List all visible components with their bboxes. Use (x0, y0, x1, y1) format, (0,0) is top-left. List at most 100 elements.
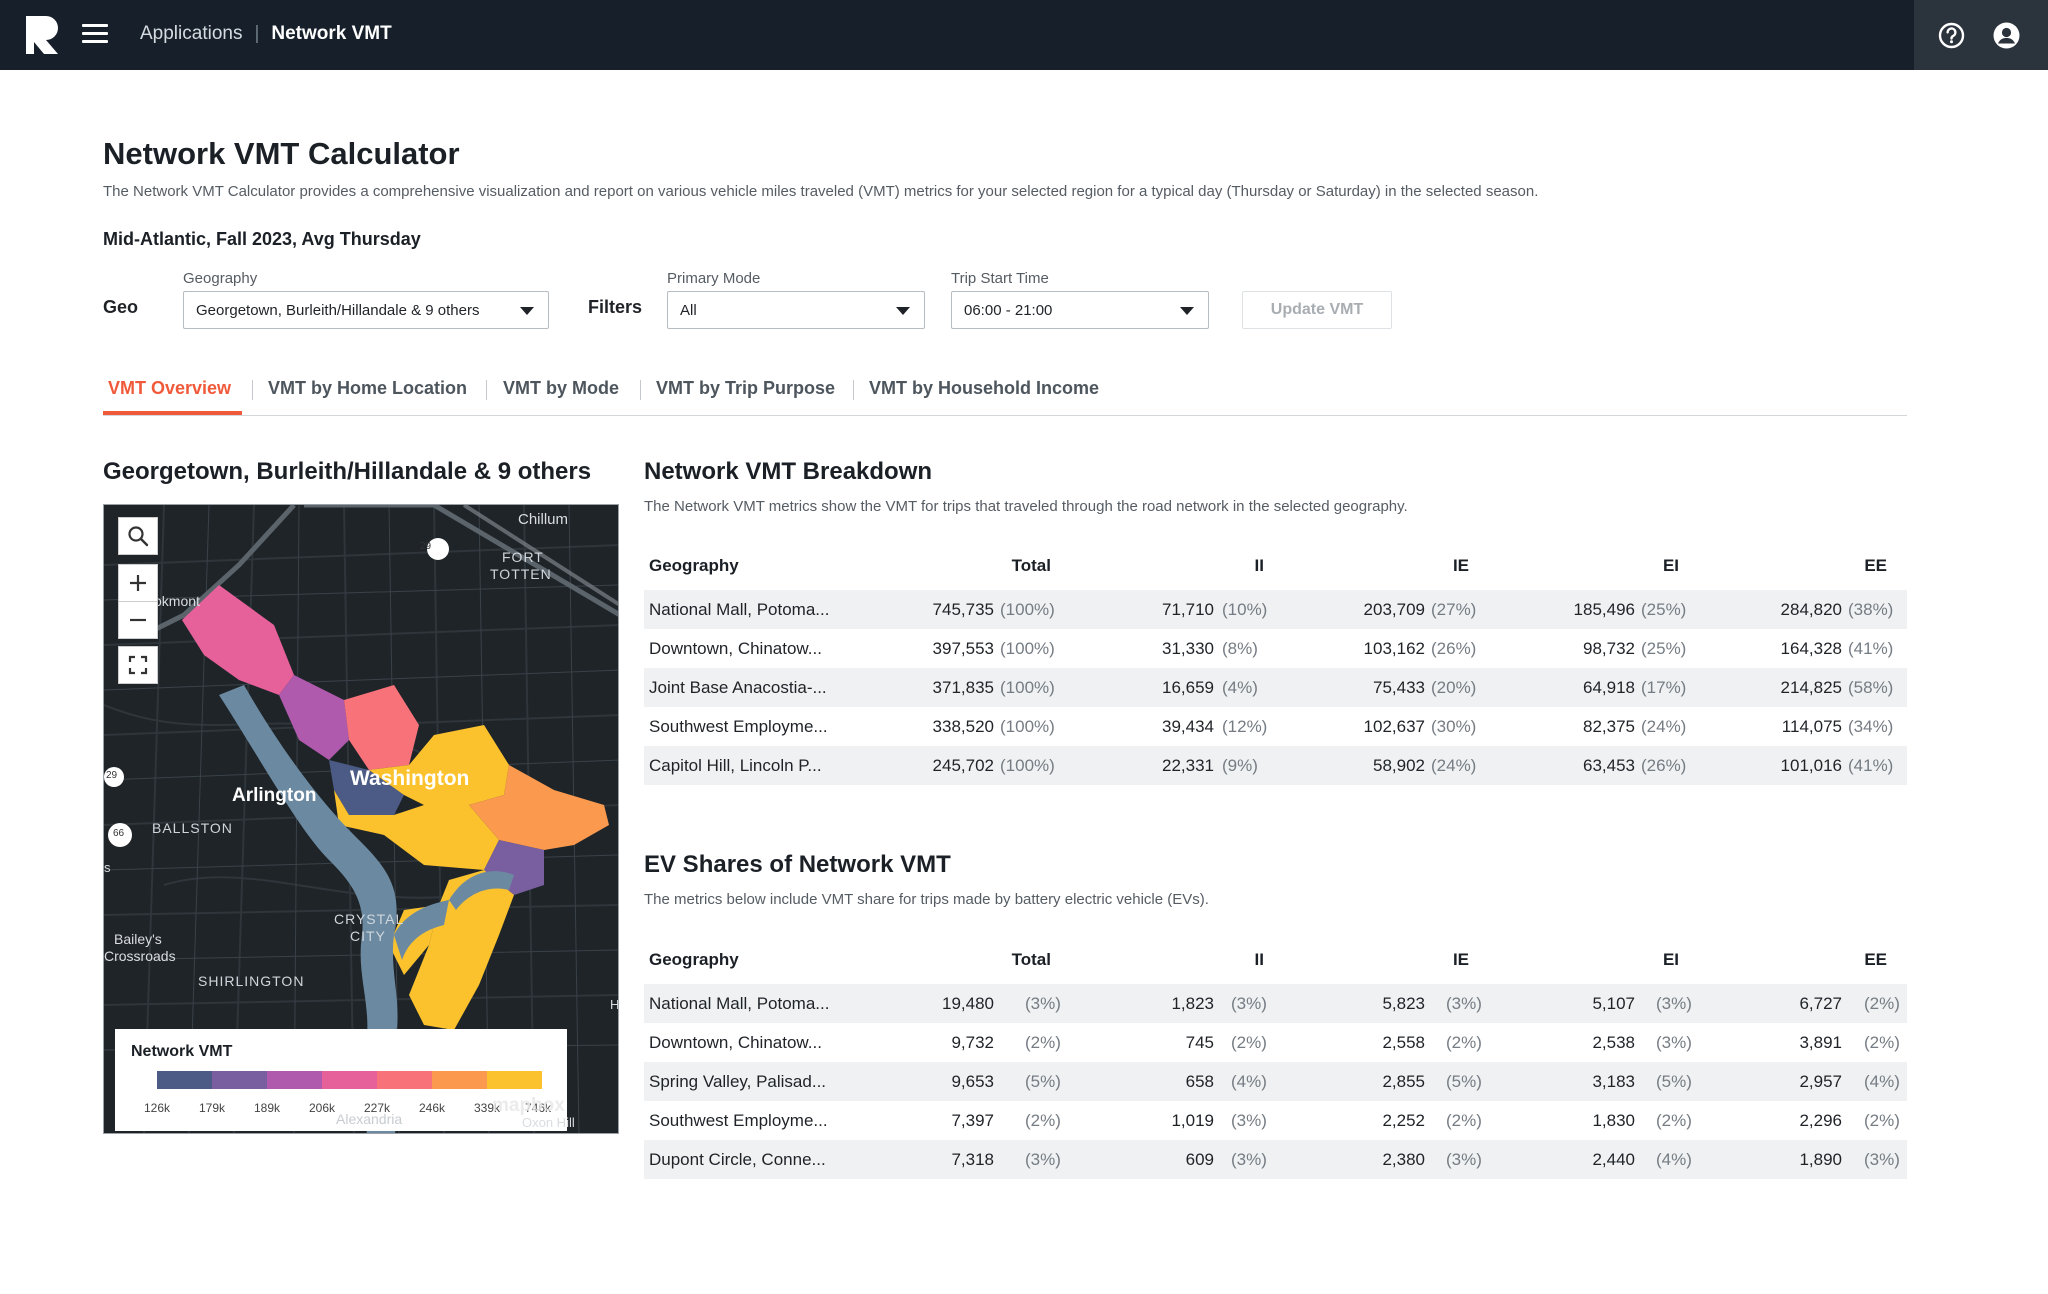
fullscreen-button[interactable] (118, 646, 158, 684)
table-row[interactable]: Joint Base Anacostia-... 371,835 (100%) 16,… (644, 668, 1907, 707)
zoom-out-button[interactable] (118, 601, 158, 639)
ii-value-cell: 745 (1185, 1033, 1214, 1052)
column-header[interactable]: Total (1011, 950, 1051, 969)
geography-select[interactable]: Georgetown, Burleith/Hillandale & 9 othe… (183, 291, 549, 329)
table-row[interactable]: Southwest Employme... 7,397 (2%) 1,019 (3%) 2… (644, 1101, 1907, 1140)
column-header[interactable]: Geography (649, 556, 739, 575)
ee-value-cell: 214,825 (1780, 678, 1842, 697)
total-value-cell: 745,735 (932, 600, 994, 619)
table-row[interactable]: Spring Valley, Palisad... 9,653 (5%) 658 (4%… (644, 1062, 1907, 1101)
breakdown-description: The Network VMT metrics show the VMT for… (644, 498, 1408, 515)
ei-value-cell: 2,440 (1592, 1150, 1635, 1169)
total-value-cell: 338,520 (932, 717, 994, 736)
ii-value-cell: 609 (1185, 1150, 1214, 1169)
ei-value-cell: 64,918 (1583, 678, 1635, 697)
ie-value-cell: 2,252 (1382, 1111, 1425, 1130)
column-header[interactable]: IE (1452, 556, 1469, 575)
ee-percent-cell: (41%) (1848, 639, 1894, 658)
geography-field-label: Geography (183, 270, 258, 287)
mapbox-attribution-logo[interactable]: mapbox (492, 1095, 565, 1116)
tab-divider (640, 380, 641, 400)
column-header[interactable]: Geography (649, 950, 739, 969)
table-row[interactable]: Southwest Employme... 338,520 (100%) 39,434… (644, 707, 1907, 746)
help-icon[interactable] (1938, 22, 1965, 49)
zoom-in-button[interactable] (118, 564, 158, 602)
ev-shares-title: EV Shares of Network VMT (644, 851, 951, 878)
menu-icon[interactable] (82, 24, 108, 46)
chevron-down-icon (520, 307, 534, 315)
tab-vmt-by-household-income[interactable]: VMT by Household Income (869, 378, 1100, 398)
ii-percent-cell: (4%) (1231, 1072, 1267, 1091)
column-header[interactable]: EE (1864, 950, 1887, 969)
table-row[interactable]: National Mall, Potoma... 745,735 (100%) 71,… (644, 590, 1907, 629)
ei-percent-cell: (3%) (1656, 994, 1692, 1013)
ie-value-cell: 2,380 (1382, 1150, 1425, 1169)
ei-percent-cell: (24%) (1641, 717, 1687, 736)
app-logo-icon[interactable] (26, 16, 60, 54)
map-search-button[interactable] (118, 517, 158, 555)
map-place-label: CRYSTAL (334, 911, 405, 927)
column-header[interactable]: II (1254, 950, 1264, 969)
geography-cell: Dupont Circle, Conne... (649, 1150, 826, 1169)
geography-cell: National Mall, Potoma... (649, 600, 830, 619)
column-header[interactable]: IE (1452, 950, 1469, 969)
ee-percent-cell: (38%) (1848, 600, 1894, 619)
total-percent-cell: (100%) (1000, 600, 1055, 619)
map-place-label: s (104, 860, 111, 875)
update-vmt-button[interactable]: Update VMT (1242, 291, 1392, 329)
map-place-label: H (610, 997, 619, 1012)
column-header[interactable]: EI (1662, 556, 1679, 575)
shield-label: 66 (113, 828, 125, 839)
column-header[interactable]: EI (1662, 950, 1679, 969)
tab-divider (252, 380, 253, 400)
ie-value-cell: 58,902 (1373, 756, 1425, 775)
geography-cell: Capitol Hill, Lincoln P... (649, 756, 822, 775)
user-account-icon[interactable] (1993, 22, 2020, 49)
legend-color-scale (157, 1071, 542, 1089)
column-header[interactable]: II (1254, 556, 1264, 575)
trip-start-select-value: 06:00 - 21:00 (964, 301, 1053, 319)
geography-cell: National Mall, Potoma... (649, 994, 830, 1013)
tab-vmt-by-mode[interactable]: VMT by Mode (503, 378, 619, 398)
total-percent-cell: (100%) (1000, 678, 1055, 697)
ee-value-cell: 164,328 (1780, 639, 1842, 658)
tab-vmt-by-trip-purpose[interactable]: VMT by Trip Purpose (656, 378, 836, 398)
ii-value-cell: 16,659 (1162, 678, 1214, 697)
column-header[interactable]: EE (1864, 556, 1887, 575)
geography-cell: Southwest Employme... (649, 717, 828, 736)
ie-percent-cell: (5%) (1446, 1072, 1482, 1091)
column-header[interactable]: Total (1011, 556, 1051, 575)
ie-value-cell: 103,162 (1363, 639, 1425, 658)
ee-percent-cell: (58%) (1848, 678, 1894, 697)
ie-value-cell: 203,709 (1363, 600, 1425, 619)
breadcrumb-applications-link[interactable]: Applications (140, 23, 243, 44)
tab-vmt-by-home-location[interactable]: VMT by Home Location (268, 378, 468, 398)
vmt-map[interactable]: 29 29 66 Chillum FORT TOTTEN okmont Arli… (103, 504, 619, 1134)
page-title: Network VMT Calculator (103, 136, 460, 171)
table-row[interactable]: Dupont Circle, Conne... 7,318 (3%) 609 (3%) 2… (644, 1140, 1907, 1179)
selection-context: Mid-Atlantic, Fall 2023, Avg Thursday (103, 229, 421, 249)
map-place-label: BALLSTON (152, 820, 233, 836)
tab-bar: VMT Overview VMT by Home Location VMT by… (103, 374, 1907, 416)
primary-mode-select[interactable]: All (667, 291, 925, 329)
map-place-label: Bailey's (114, 931, 162, 947)
ei-value-cell: 1,830 (1592, 1111, 1635, 1130)
total-value-cell: 9,732 (951, 1033, 994, 1052)
total-percent-cell: (100%) (1000, 756, 1055, 775)
total-value-cell: 9,653 (951, 1072, 994, 1091)
ie-percent-cell: (26%) (1431, 639, 1477, 658)
table-row[interactable]: Downtown, Chinatow... 397,553 (100%) 31,330… (644, 629, 1907, 668)
ei-percent-cell: (25%) (1641, 639, 1687, 658)
tab-vmt-overview[interactable]: VMT Overview (108, 378, 232, 398)
trip-start-select[interactable]: 06:00 - 21:00 (951, 291, 1209, 329)
ee-value-cell: 2,957 (1799, 1072, 1842, 1091)
table-row[interactable]: Capitol Hill, Lincoln P... 245,702 (100%) 2… (644, 746, 1907, 785)
chevron-down-icon (1180, 307, 1194, 315)
legend-tick: 227k (363, 1101, 391, 1115)
table-row[interactable]: Downtown, Chinatow... 9,732 (2%) 745 (2%) 2,5… (644, 1023, 1907, 1062)
ie-value-cell: 2,558 (1382, 1033, 1425, 1052)
table-row[interactable]: National Mall, Potoma... 19,480 (3%) 1,823 (… (644, 984, 1907, 1023)
ie-percent-cell: (20%) (1431, 678, 1477, 697)
map-canvas (104, 505, 618, 1133)
legend-swatch (432, 1071, 487, 1089)
